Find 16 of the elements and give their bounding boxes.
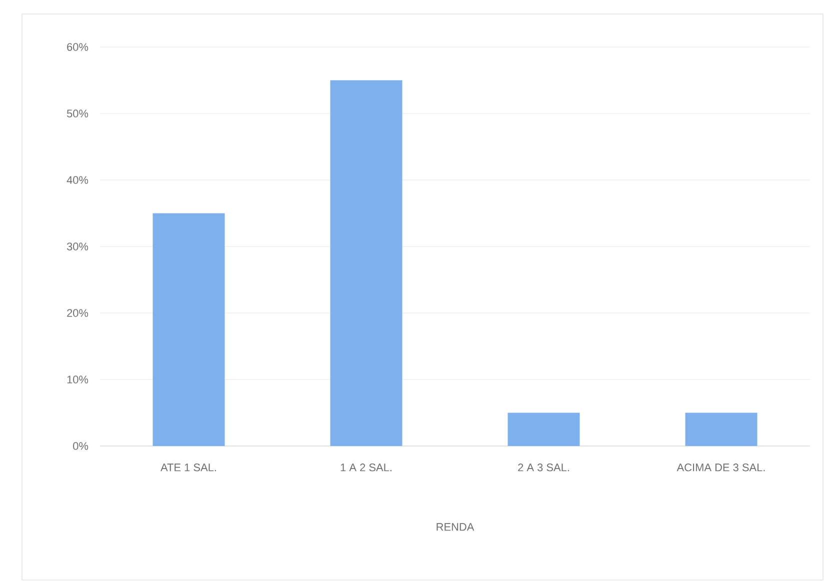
- x-tick-label: ACIMA DE 3 SAL.: [676, 464, 765, 472]
- y-tick-label: 40%: [66, 176, 88, 184]
- y-tick-label: 10%: [67, 376, 88, 384]
- y-tick-label: 0%: [73, 442, 88, 450]
- y-tick-label: 60%: [67, 43, 88, 51]
- bar: [330, 80, 402, 446]
- bar: [508, 412, 580, 446]
- x-axis-title: RENDA: [436, 523, 474, 531]
- x-tick-label: ATE 1 SAL.: [160, 464, 216, 472]
- y-tick-label: 50%: [66, 110, 88, 118]
- y-tick-label: 20%: [67, 309, 88, 317]
- bar: [152, 213, 225, 446]
- x-tick-label: 2 A 3 SAL.: [518, 464, 569, 472]
- y-tick-label: 30%: [66, 242, 88, 250]
- x-tick-label: 1 A 2 SAL.: [340, 464, 392, 472]
- bar: [685, 412, 758, 446]
